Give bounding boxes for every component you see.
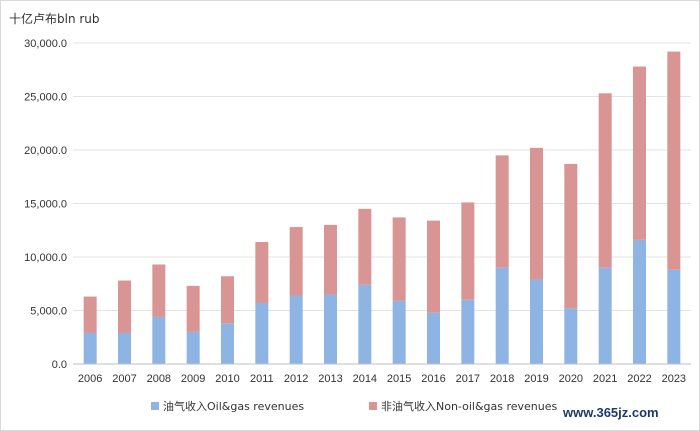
bar-non-oil-gas — [358, 208, 372, 285]
legend-swatch-non-oil-gas — [369, 402, 377, 410]
bar-oil-gas — [667, 269, 681, 364]
bar-non-oil-gas — [221, 276, 234, 324]
bar-oil-gas — [358, 284, 372, 364]
x-tick-label: 2016 — [421, 373, 445, 385]
x-tick-label: 2021 — [593, 373, 617, 385]
x-tick-label: 2013 — [318, 373, 342, 385]
bars — [83, 51, 681, 364]
bar-oil-gas — [392, 300, 406, 364]
bar-oil-gas — [598, 267, 612, 364]
x-tick-label: 2022 — [627, 373, 651, 385]
bar-non-oil-gas — [598, 93, 612, 268]
bar-non-oil-gas — [152, 264, 166, 317]
legend-label-oil-gas: 油气收入Oil&gas revenues — [163, 399, 304, 413]
x-tick-label: 2017 — [456, 373, 480, 385]
y-tick-label: 30,000.0 — [24, 38, 67, 50]
bar-non-oil-gas — [324, 224, 337, 295]
x-tick-label: 2018 — [490, 373, 514, 385]
gridlines — [73, 42, 691, 311]
bar-non-oil-gas — [255, 242, 269, 304]
x-tick-label: 2007 — [112, 373, 136, 385]
bar-oil-gas — [530, 279, 543, 364]
bar-oil-gas — [289, 295, 303, 364]
bar-oil-gas — [152, 316, 166, 364]
y-axis-ticks: 0.0 5,000.0 10,000.0 15,000.0 20,000.0 25,000… — [24, 38, 67, 371]
legend-label-non-oil-gas: 非油气收入Non-oil&gas revenues — [381, 399, 558, 413]
bar-oil-gas — [324, 294, 337, 364]
x-tick-label: 2023 — [662, 373, 686, 385]
y-tick-label: 0.0 — [52, 359, 67, 371]
bar-oil-gas — [118, 332, 131, 364]
bar-non-oil-gas — [83, 296, 97, 333]
x-tick-label: 2008 — [147, 373, 171, 385]
bar-non-oil-gas — [530, 147, 543, 280]
x-axis-ticks: 2006 2007 2008 2009 2010 2011 2012 2013 2014 2015… — [78, 373, 686, 385]
x-tick-label: 2011 — [250, 373, 274, 385]
bar-non-oil-gas — [564, 163, 578, 309]
bar-non-oil-gas — [427, 220, 440, 313]
y-tick-label: 15,000.0 — [24, 199, 67, 211]
bar-non-oil-gas — [633, 66, 646, 240]
watermark-text: www.365jz.com — [562, 405, 659, 420]
x-tick-label: 2009 — [181, 373, 205, 385]
bar-non-oil-gas — [667, 51, 681, 270]
x-tick-label: 2015 — [387, 373, 411, 385]
x-tick-label: 2019 — [524, 373, 548, 385]
bar-non-oil-gas — [495, 155, 509, 268]
bar-oil-gas — [186, 331, 200, 364]
unit-label: 十亿卢布bln rub — [9, 11, 100, 26]
x-tick-label: 2006 — [78, 373, 102, 385]
x-tick-label: 2014 — [353, 373, 377, 385]
bar-non-oil-gas — [186, 285, 200, 332]
bar-oil-gas — [633, 239, 646, 364]
bar-oil-gas — [564, 308, 578, 364]
y-tick-label: 25,000.0 — [24, 92, 67, 104]
y-tick-label: 20,000.0 — [24, 145, 67, 157]
bar-non-oil-gas — [392, 217, 406, 301]
bar-oil-gas — [427, 312, 440, 364]
bar-non-oil-gas — [461, 202, 475, 300]
bar-non-oil-gas — [118, 280, 131, 333]
y-tick-label: 5,000.0 — [30, 306, 67, 318]
y-tick-label: 10,000.0 — [24, 252, 67, 264]
legend: 油气收入Oil&gas revenues 非油气收入Non-oil&gas re… — [151, 399, 558, 413]
bar-oil-gas — [221, 323, 234, 364]
bar-oil-gas — [461, 299, 475, 364]
bar-non-oil-gas — [289, 227, 303, 296]
bar-oil-gas — [255, 303, 269, 364]
bar-oil-gas — [83, 332, 97, 364]
x-tick-label: 2020 — [559, 373, 583, 385]
legend-swatch-oil-gas — [151, 402, 159, 410]
bar-oil-gas — [495, 267, 509, 364]
x-tick-label: 2012 — [284, 373, 308, 385]
x-tick-label: 2010 — [215, 373, 239, 385]
